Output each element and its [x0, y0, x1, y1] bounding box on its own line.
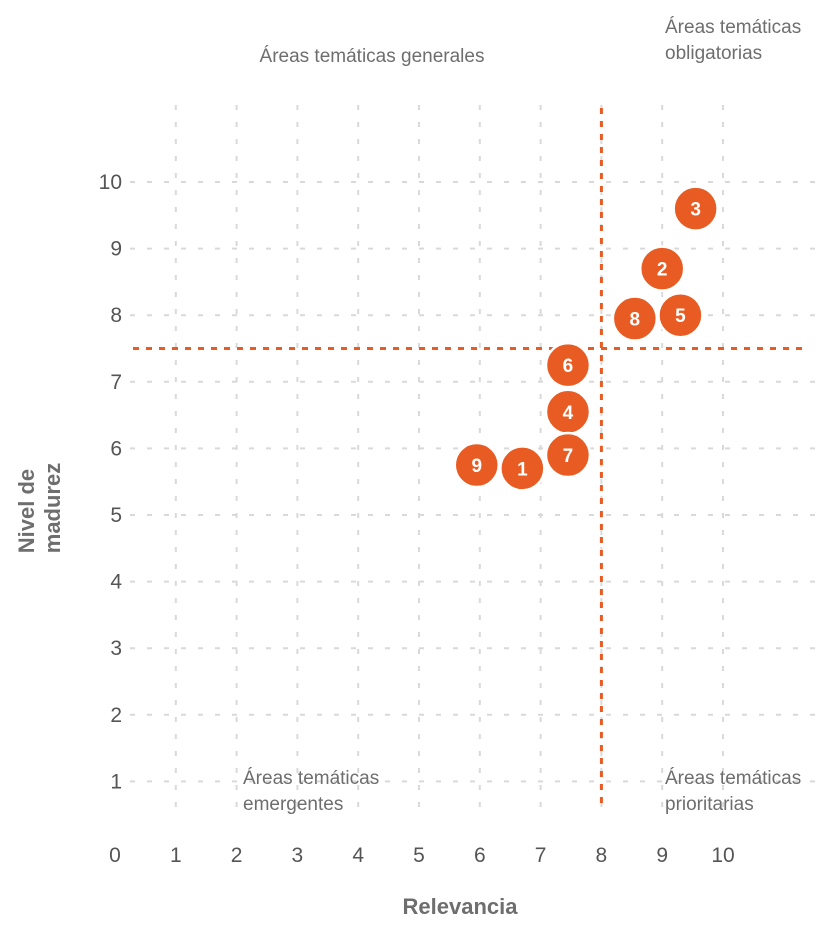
data-point-label: 4 [563, 403, 574, 424]
x-tick-label: 10 [711, 844, 734, 867]
data-point-9: 9 [453, 441, 501, 489]
y-tick-label: 1 [110, 770, 122, 793]
data-point-marker [544, 341, 592, 389]
x-tick-label: 1 [170, 844, 182, 867]
data-point-7: 7 [544, 431, 592, 479]
y-axis-title: Nivel de madurez [14, 463, 65, 554]
data-point-marker [638, 245, 686, 292]
data-point-label: 3 [690, 200, 701, 221]
data-point-5: 5 [657, 291, 704, 339]
x-tick-label: 4 [352, 844, 364, 867]
y-tick-label: 6 [110, 437, 122, 460]
quadrant-label-top-left: Áreas temáticas generales [260, 46, 485, 67]
data-point-label: 1 [517, 459, 528, 480]
data-point-marker [544, 431, 592, 479]
y-tick-label: 7 [110, 371, 122, 394]
data-point-label: 7 [563, 446, 574, 467]
data-point-marker [499, 445, 546, 492]
data-point-6: 6 [544, 341, 592, 389]
quadrant-label-top-right-line1: Áreas temáticas [665, 17, 801, 38]
y-tick-label: 10 [99, 171, 122, 194]
y-tick-label: 4 [110, 571, 122, 594]
data-point-marker [672, 185, 719, 232]
quadrant-label-bottom-left-line1: Áreas temáticas [243, 768, 379, 789]
data-point-8: 8 [611, 295, 659, 342]
y-tick-label: 9 [110, 238, 122, 261]
data-point-3: 3 [672, 185, 719, 232]
data-point-label: 2 [657, 260, 668, 281]
axis-ticks: 0 1 2 3 4 5 6 7 8 9 10 1 2 3 4 5 6 7 8 9 10 [99, 171, 735, 867]
y-axis-title-line1: Nivel de [14, 469, 39, 553]
quadrant-label-bottom-right-line1: Áreas temáticas [665, 768, 801, 789]
quadrant-label-top-right: Áreas temáticas obligatorias [665, 17, 807, 64]
data-point-label: 5 [675, 306, 686, 327]
y-axis-title-line2: madurez [40, 463, 65, 553]
quadrant-label-bottom-right: Áreas temáticas prioritarias [665, 768, 807, 815]
x-tick-label: 8 [596, 844, 608, 867]
x-axis-title: Relevancia [403, 894, 519, 919]
data-point-label: 9 [471, 456, 482, 477]
data-points: 1 2 3 4 5 6 7 8 9 [453, 185, 719, 492]
data-point-label: 6 [563, 356, 574, 377]
x-tick-label: 7 [535, 844, 547, 867]
quadrant-label-bottom-left: Áreas temáticas emergentes [243, 768, 385, 815]
x-tick-label: 5 [413, 844, 425, 867]
x-tick-label: 0 [109, 844, 121, 867]
data-point-marker [611, 295, 659, 342]
x-tick-label: 6 [474, 844, 486, 867]
x-tick-label: 3 [292, 844, 304, 867]
data-point-1: 1 [499, 445, 546, 492]
data-point-4: 4 [544, 388, 592, 436]
x-tick-label: 2 [231, 844, 243, 867]
y-tick-label: 3 [110, 637, 122, 660]
quadrant-label-top-right-line2: obligatorias [665, 43, 762, 64]
quadrant-label-bottom-right-line2: prioritarias [665, 794, 754, 815]
data-point-2: 2 [638, 245, 686, 292]
data-point-label: 8 [630, 310, 641, 331]
y-tick-label: 5 [110, 504, 122, 527]
y-tick-label: 8 [110, 304, 122, 327]
data-point-marker [657, 291, 704, 339]
data-point-marker [453, 441, 501, 489]
x-tick-label: 9 [656, 844, 668, 867]
quadrant-label-bottom-left-line2: emergentes [243, 794, 343, 815]
y-tick-label: 2 [110, 704, 122, 727]
threshold-lines [133, 108, 805, 810]
